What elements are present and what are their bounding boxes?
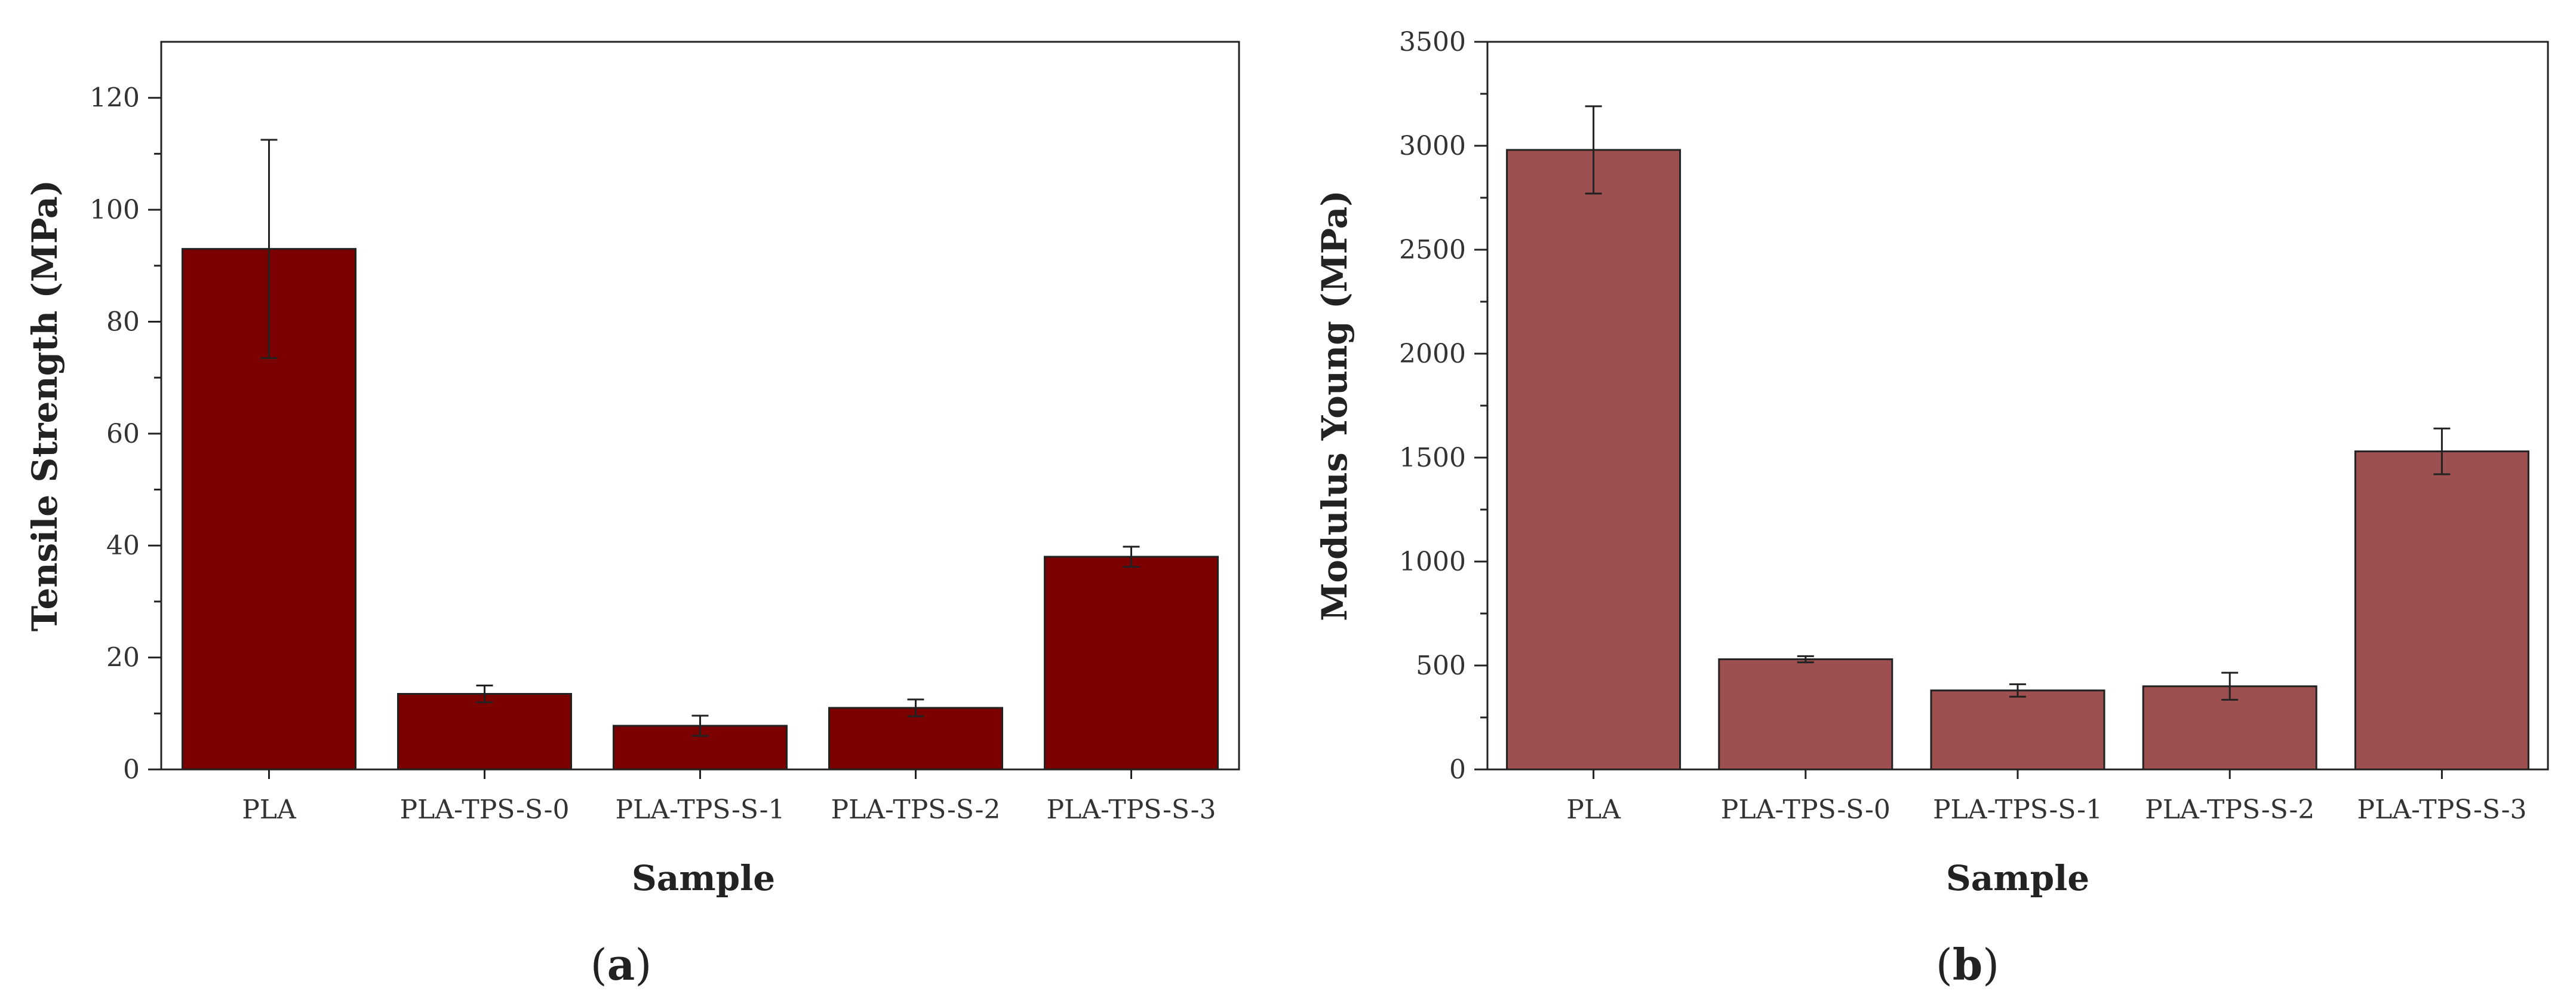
y-tick-label: 3000 (1399, 131, 1466, 161)
caption-a: (a) (591, 939, 652, 990)
y-tick-label: 2000 (1399, 339, 1466, 369)
y-tick-label: 1500 (1399, 443, 1466, 473)
caption-b: (b) (1936, 939, 2000, 990)
y-tick-label: 120 (90, 83, 140, 114)
x-axis-title: Sample (1946, 858, 2089, 898)
bar (1506, 149, 1682, 771)
modulus-young-chart: PLA PLA-TPS-S-0 PLA-TPS-S-1 PLA-TPS-S-2 PLA-… (1314, 27, 2549, 898)
x-tick-label: PLA-TPS-S-2 (2145, 795, 2314, 825)
x-tick-label: PLA-TPS-S-2 (831, 795, 1000, 825)
x-tick-label: PLA-TPS-S-0 (399, 795, 569, 825)
x-tick-label: PLA-TPS-S-1 (615, 795, 785, 825)
bar (2354, 450, 2529, 771)
y-tick-label: 0 (123, 754, 140, 785)
y-tick-label: 1000 (1399, 547, 1466, 577)
y-tick-label: 0 (1449, 754, 1466, 785)
tensile-strength-chart: PLA PLA-TPS-S-0 PLA-TPS-S-1 PLA-TPS-S-2 PLA-… (24, 41, 1240, 898)
y-tick-label: 100 (90, 195, 140, 225)
y-tick-label: 2500 (1399, 235, 1466, 265)
x-tick-label: PLA-TPS-S-0 (1721, 795, 1890, 825)
x-tick-label: PLA-TPS-S-3 (2357, 795, 2526, 825)
x-tick-label: PLA (242, 795, 297, 825)
y-tick-label: 20 (106, 643, 140, 673)
x-tick-label: PLA-TPS-S-3 (1046, 795, 1216, 825)
y-tick-label: 40 (106, 530, 140, 561)
x-tick-label: PLA (1566, 795, 1621, 825)
plot-frame (160, 41, 1240, 771)
y-axis-title: Modulus Young (MPa) (1314, 190, 1355, 621)
y-axis-title: Tensile Strength (MPa) (24, 180, 65, 631)
x-tick-label: PLA-TPS-S-1 (1933, 795, 2102, 825)
bar (1718, 658, 1893, 771)
y-tick-label: 500 (1416, 651, 1466, 681)
bar (1930, 689, 2105, 771)
bar (397, 693, 572, 771)
y-tick-label: 60 (106, 419, 140, 449)
y-tick-label: 3500 (1399, 27, 1466, 57)
y-tick-label: 80 (106, 306, 140, 337)
plot-frame (1486, 41, 2549, 771)
x-axis-title: Sample (632, 858, 775, 898)
bar (1044, 556, 1219, 771)
